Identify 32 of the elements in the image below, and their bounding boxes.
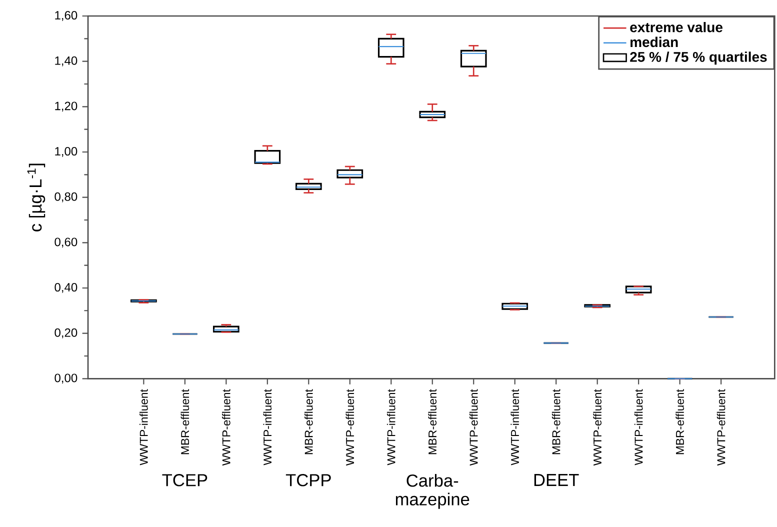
x-tick-label: MBR-effluent [552, 389, 560, 454]
y-axis-title: c [µg·L$^{-1}$] [27, 164, 46, 232]
y-tick-label: 0,20 [54, 328, 78, 338]
y-tick-label: 0,00 [54, 374, 78, 384]
x-tick-label: WWTP-effluent [593, 389, 602, 466]
annotation: extreme value [630, 22, 722, 32]
x-tick-label: WWTP-influent [263, 389, 272, 466]
y-tick-label: 0,40 [54, 283, 78, 293]
y-tick-label: 0,60 [54, 238, 78, 248]
y-tick-label: 1,20 [55, 102, 78, 112]
text: DEET [534, 474, 579, 486]
x-tick-label: WWTP-effluent [716, 389, 726, 466]
annotation: median [630, 36, 678, 48]
x-tick-label: WWTP-effluent [469, 389, 478, 466]
x-tick-label: MBR-effluent [428, 389, 437, 454]
y-tick-label: 1,40 [55, 56, 78, 66]
y-tick-label: 1,00 [55, 147, 78, 157]
x-tick-label: WWTP-influent [386, 389, 396, 466]
x-tick-label: WWTP-effluent [346, 389, 354, 466]
legend-label: 25 % / 75 % quartiles [630, 52, 767, 65]
text: TCEP [162, 474, 208, 486]
x-tick-label: WWTP-influent [634, 389, 643, 466]
y-tick-label: 0,80 [54, 192, 78, 202]
x-tick-label: MBR-effluent [304, 389, 313, 454]
x-tick-label: MBR-effluent [676, 389, 684, 454]
x-tick-label: WWTP-influent [140, 389, 148, 466]
x-tick-label: MBR-effluent [180, 389, 190, 454]
text: TCPP [286, 474, 331, 486]
y-tick-label: 1,60 [55, 11, 78, 21]
text: Carba- mazepine [396, 474, 470, 509]
x-tick-label: WWTP-influent [510, 389, 520, 466]
x-tick-label: WWTP-effluent [222, 389, 230, 466]
